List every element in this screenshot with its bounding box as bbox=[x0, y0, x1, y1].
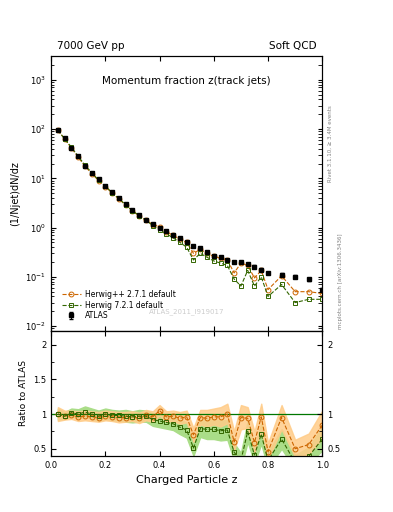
Herwig++ 2.7.1 default bbox=[279, 273, 284, 279]
Herwig 7.2.1 default bbox=[62, 136, 67, 142]
Herwig++ 2.7.1 default bbox=[259, 267, 264, 273]
Herwig 7.2.1 default bbox=[116, 196, 121, 202]
Herwig++ 2.7.1 default bbox=[198, 246, 203, 252]
Herwig++ 2.7.1 default bbox=[225, 257, 230, 263]
Herwig 7.2.1 default bbox=[320, 296, 325, 303]
Herwig++ 2.7.1 default bbox=[157, 223, 162, 229]
Herwig++ 2.7.1 default bbox=[239, 260, 243, 266]
Herwig++ 2.7.1 default bbox=[293, 289, 298, 295]
Herwig++ 2.7.1 default bbox=[306, 289, 311, 295]
Herwig++ 2.7.1 default bbox=[103, 183, 108, 189]
Herwig 7.2.1 default bbox=[266, 293, 270, 300]
Herwig 7.2.1 default bbox=[123, 202, 128, 208]
Herwig 7.2.1 default bbox=[151, 223, 155, 229]
Herwig++ 2.7.1 default bbox=[205, 250, 209, 257]
Herwig 7.2.1 default bbox=[259, 274, 264, 280]
Herwig++ 2.7.1 default bbox=[55, 127, 60, 133]
Herwig++ 2.7.1 default bbox=[266, 287, 270, 293]
Herwig++ 2.7.1 default bbox=[191, 250, 196, 257]
Herwig 7.2.1 default bbox=[157, 227, 162, 233]
Herwig 7.2.1 default bbox=[83, 162, 87, 168]
Herwig 7.2.1 default bbox=[293, 300, 298, 306]
Herwig 7.2.1 default bbox=[164, 231, 169, 237]
Text: Rivet 3.1.10, ≥ 3.4M events: Rivet 3.1.10, ≥ 3.4M events bbox=[328, 105, 333, 182]
Herwig++ 2.7.1 default bbox=[130, 208, 135, 214]
Herwig 7.2.1 default bbox=[232, 276, 237, 282]
Herwig++ 2.7.1 default bbox=[76, 154, 81, 160]
Herwig 7.2.1 default bbox=[184, 244, 189, 250]
Herwig++ 2.7.1 default bbox=[90, 170, 94, 177]
Herwig 7.2.1 default bbox=[103, 183, 108, 189]
Herwig++ 2.7.1 default bbox=[151, 222, 155, 228]
Herwig++ 2.7.1 default bbox=[110, 190, 114, 196]
Text: Momentum fraction z(track jets): Momentum fraction z(track jets) bbox=[102, 76, 271, 86]
Herwig++ 2.7.1 default bbox=[245, 263, 250, 269]
Herwig++ 2.7.1 default bbox=[62, 136, 67, 142]
Herwig++ 2.7.1 default bbox=[232, 270, 237, 276]
Herwig 7.2.1 default bbox=[191, 257, 196, 263]
Text: ATLAS_2011_I919017: ATLAS_2011_I919017 bbox=[149, 308, 224, 315]
Herwig 7.2.1 default bbox=[218, 260, 223, 266]
Herwig++ 2.7.1 default bbox=[171, 232, 175, 238]
Herwig 7.2.1 default bbox=[252, 283, 257, 289]
Legend: Herwig++ 2.7.1 default, Herwig 7.2.1 default, ATLAS: Herwig++ 2.7.1 default, Herwig 7.2.1 def… bbox=[61, 288, 177, 322]
Herwig 7.2.1 default bbox=[55, 127, 60, 133]
Herwig 7.2.1 default bbox=[205, 254, 209, 260]
Text: mcplots.cern.ch [arXiv:1306.3436]: mcplots.cern.ch [arXiv:1306.3436] bbox=[338, 234, 343, 329]
Herwig++ 2.7.1 default bbox=[211, 253, 216, 260]
Herwig 7.2.1 default bbox=[76, 153, 81, 159]
Herwig++ 2.7.1 default bbox=[252, 275, 257, 281]
Herwig++ 2.7.1 default bbox=[184, 239, 189, 245]
Text: 7000 GeV pp: 7000 GeV pp bbox=[57, 41, 124, 51]
Herwig 7.2.1 default bbox=[137, 212, 141, 219]
Herwig 7.2.1 default bbox=[110, 189, 114, 196]
Herwig 7.2.1 default bbox=[211, 258, 216, 264]
Herwig 7.2.1 default bbox=[245, 267, 250, 273]
Herwig 7.2.1 default bbox=[130, 208, 135, 214]
Herwig++ 2.7.1 default bbox=[96, 178, 101, 184]
Herwig 7.2.1 default bbox=[171, 234, 175, 241]
Herwig++ 2.7.1 default bbox=[83, 163, 87, 169]
Herwig++ 2.7.1 default bbox=[164, 229, 169, 235]
Herwig 7.2.1 default bbox=[198, 250, 203, 257]
Herwig 7.2.1 default bbox=[96, 177, 101, 183]
Y-axis label: Ratio to ATLAS: Ratio to ATLAS bbox=[18, 360, 28, 426]
Herwig++ 2.7.1 default bbox=[137, 213, 141, 219]
Herwig 7.2.1 default bbox=[144, 217, 149, 223]
Herwig 7.2.1 default bbox=[279, 282, 284, 288]
Line: Herwig++ 2.7.1 default: Herwig++ 2.7.1 default bbox=[55, 128, 325, 296]
Herwig 7.2.1 default bbox=[69, 144, 74, 150]
Herwig++ 2.7.1 default bbox=[123, 202, 128, 208]
Herwig 7.2.1 default bbox=[225, 263, 230, 269]
Herwig++ 2.7.1 default bbox=[320, 290, 325, 296]
Herwig 7.2.1 default bbox=[239, 283, 243, 289]
Herwig++ 2.7.1 default bbox=[116, 196, 121, 202]
Herwig 7.2.1 default bbox=[178, 239, 182, 245]
Herwig 7.2.1 default bbox=[90, 169, 94, 176]
Herwig++ 2.7.1 default bbox=[69, 145, 74, 151]
Herwig++ 2.7.1 default bbox=[178, 236, 182, 242]
X-axis label: Charged Particle z: Charged Particle z bbox=[136, 475, 237, 485]
Text: Soft QCD: Soft QCD bbox=[269, 41, 317, 51]
Herwig++ 2.7.1 default bbox=[144, 217, 149, 223]
Line: Herwig 7.2.1 default: Herwig 7.2.1 default bbox=[55, 128, 325, 305]
Herwig 7.2.1 default bbox=[306, 296, 311, 303]
Y-axis label: (1/Njet)dN/dz: (1/Njet)dN/dz bbox=[10, 161, 20, 226]
Herwig++ 2.7.1 default bbox=[218, 255, 223, 261]
